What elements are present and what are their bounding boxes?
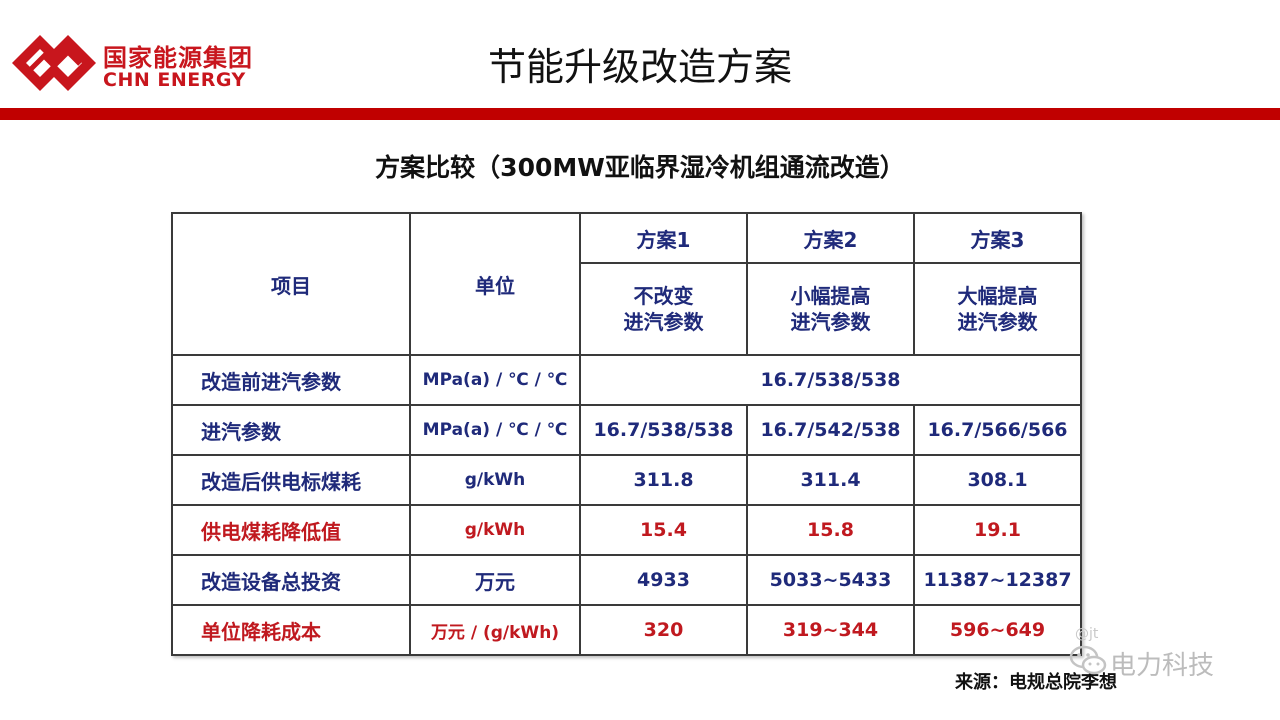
table-row: 供电煤耗降低值 g/kWh 15.4 15.8 19.1 [171,504,1082,556]
scheme-3-desc-line1: 大幅提高 [957,284,1038,308]
source-note: 来源：电规总院李想 [955,672,1117,693]
header-scheme-1: 方案1 [579,212,748,264]
page-title: 节能升级改造方案 [487,45,792,89]
comparison-table: 项目 单位 方案1 方案2 方案3 不改变 进汽参数 小幅提高 进汽参数 大幅提高进… [171,212,1082,656]
watermark-text: 电力科技 [1110,651,1215,681]
header-unit: 单位 [409,212,581,356]
cell-scheme-3: 308.1 [913,454,1082,506]
scheme-1-desc: 不改变 进汽参数 [579,262,748,356]
header-scheme-3: 方案3 [913,212,1082,264]
cell-scheme-2: 319~344 [746,604,915,656]
brand-name-cn: 国家能源集团 [103,44,253,72]
table-row: 改造设备总投资 万元 4933 5033~5433 11387~12387 [171,554,1082,606]
table-row: 改造后供电标煤耗 g/kWh 311.8 311.4 308.1 [171,454,1082,506]
scheme-2-desc-line1: 小幅提高 [790,284,871,308]
row-label: 改造设备总投资 [171,554,411,606]
scheme-3-desc-line2: 进汽参数 [957,310,1038,334]
cell-scheme-1: 4933 [579,554,748,606]
table-title: 方案比较（300MW亚临界湿冷机组通流改造） [375,153,905,182]
header-scheme-2: 方案2 [746,212,915,264]
row-unit: MPa(a) / ℃ / ℃ [409,354,581,406]
watermark-handle: @jt [1075,626,1099,642]
cell-scheme-2: 311.4 [746,454,915,506]
cell-scheme-3: 11387~12387 [913,554,1082,606]
row-value-merged: 16.7/538/538 [579,354,1082,406]
brand-name-en: CHN ENERGY [103,69,246,91]
cell-scheme-3: 19.1 [913,504,1082,556]
header-divider-bar [0,108,1280,120]
cell-scheme-1: 16.7/538/538 [579,404,748,456]
scheme-2-desc-line2: 进汽参数 [790,310,871,334]
cell-scheme-3: 596~649 [913,604,1082,656]
cell-scheme-1: 320 [579,604,748,656]
table-row: 进汽参数 MPa(a) / ℃ / ℃ 16.7/538/538 16.7/54… [171,404,1082,456]
scheme-2-desc: 小幅提高 进汽参数 [746,262,915,356]
cell-scheme-1: 311.8 [579,454,748,506]
cell-scheme-2: 15.8 [746,504,915,556]
scheme-1-desc-line1: 不改变 [633,284,694,308]
row-label: 改造前进汽参数 [171,354,411,406]
row-label: 供电煤耗降低值 [171,504,411,556]
scheme-1-desc-line2: 进汽参数 [623,310,704,334]
row-label: 改造后供电标煤耗 [171,454,411,506]
row-label: 进汽参数 [171,404,411,456]
header-item: 项目 [171,212,411,356]
row-label: 单位降耗成本 [171,604,411,656]
cell-scheme-2: 16.7/542/538 [746,404,915,456]
cell-scheme-1: 15.4 [579,504,748,556]
row-unit: MPa(a) / ℃ / ℃ [409,404,581,456]
cell-scheme-3: 16.7/566/566 [913,404,1082,456]
chn-energy-logo-icon [12,35,96,91]
row-unit: 万元 / (g/kWh) [409,604,581,656]
row-unit: g/kWh [409,454,581,506]
row-unit: g/kWh [409,504,581,556]
row-unit: 万元 [409,554,581,606]
table-row: 单位降耗成本 万元 / (g/kWh) 320 319~344 596~649 [171,604,1082,656]
scheme-3-desc: 大幅提高 进汽参数 [913,262,1082,356]
wechat-icon [1069,645,1107,675]
table-row: 改造前进汽参数 MPa(a) / ℃ / ℃ 16.7/538/538 [171,354,1082,406]
cell-scheme-2: 5033~5433 [746,554,915,606]
